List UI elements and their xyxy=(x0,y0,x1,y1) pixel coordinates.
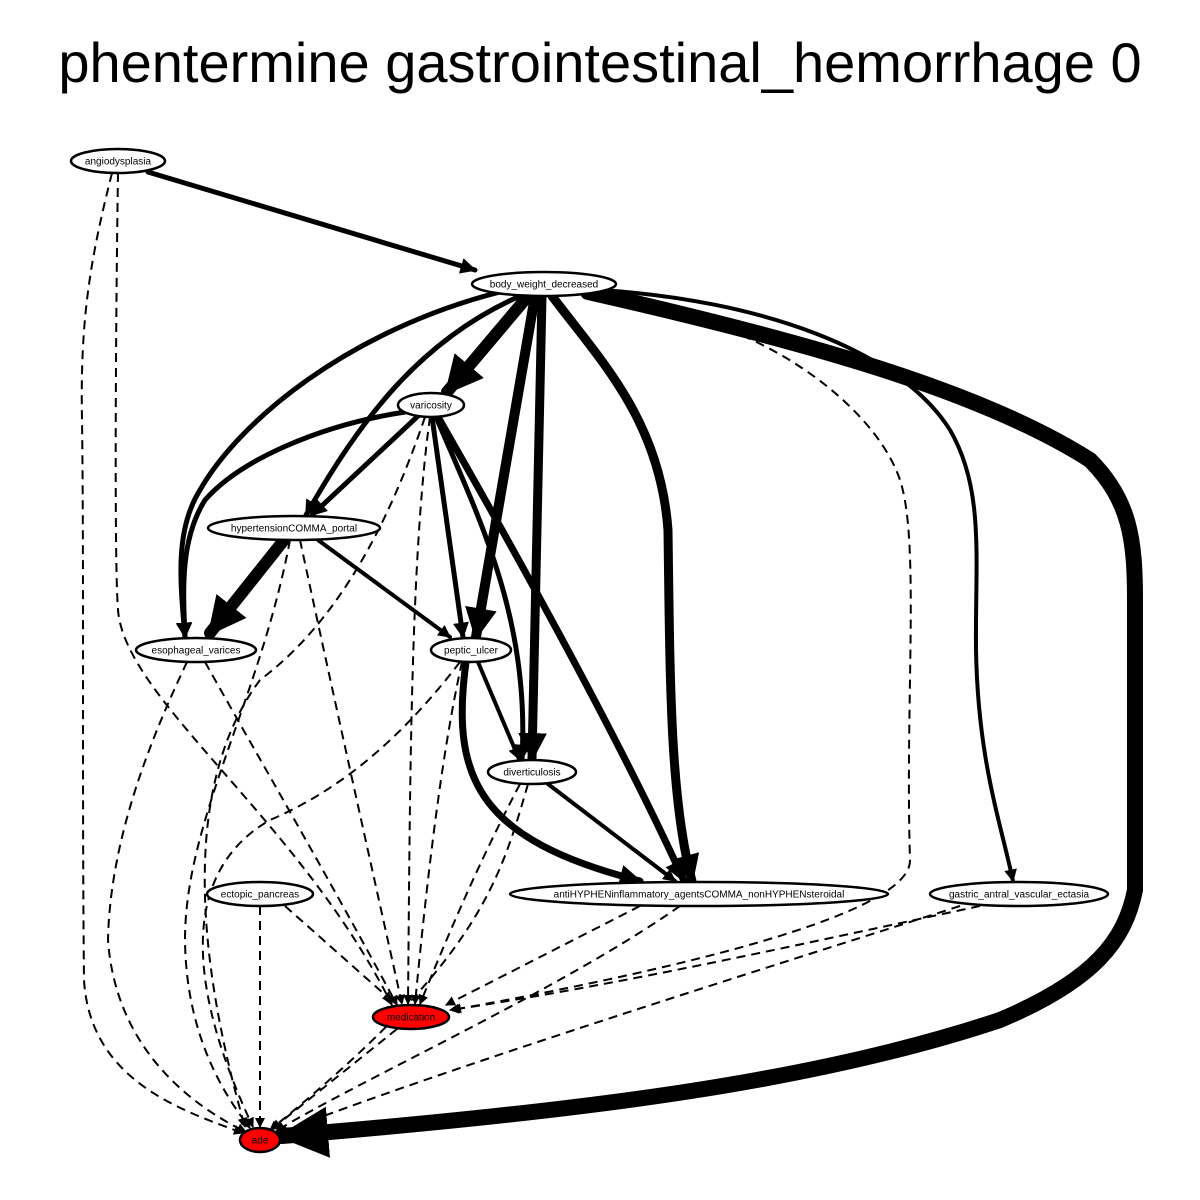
edge-diverticulosis-to-nsaid xyxy=(546,782,677,883)
node-esophageal-varices: esophageal_varices xyxy=(134,636,258,664)
edge-varicosity-to-nsaid xyxy=(434,413,688,885)
edge-varicosity-to-esophageal-varices xyxy=(176,409,408,640)
node-shape xyxy=(470,270,618,298)
node-shape xyxy=(429,636,513,664)
edge-angiodysplasia-to-ade xyxy=(80,172,244,1135)
edge-body-weight-decreased-to-peptic-ulcer xyxy=(465,291,540,642)
node-shape xyxy=(396,391,466,419)
edge-esophageal-varices-to-ade xyxy=(107,661,247,1133)
edge-body-weight-decreased-to-medication xyxy=(451,319,912,1014)
node-label: medication xyxy=(387,1013,435,1024)
edge-gave-to-medication xyxy=(449,905,981,1014)
edge-body-weight-decreased-to-varicosity xyxy=(441,290,534,398)
edge-nsaid-to-ade xyxy=(275,905,681,1132)
edge-esophageal-varices-to-medication xyxy=(204,661,398,1006)
edge-peptic-ulcer-to-ade xyxy=(201,661,461,1128)
edges-layer xyxy=(80,169,1143,1158)
node-nsaid: antiHYPHENinflammatory_agentsCOMMA_nonHY… xyxy=(508,880,890,908)
node-shape xyxy=(928,880,1110,908)
edge-medication-to-ade xyxy=(271,1028,398,1130)
node-shape xyxy=(371,1003,451,1031)
node-shape xyxy=(486,758,578,786)
edge-body-weight-decreased-to-hypertension-portal xyxy=(303,293,523,518)
edge-angiodysplasia-to-body-weight-decreased xyxy=(145,169,478,274)
edge-varicosity-to-diverticulosis xyxy=(433,414,531,762)
nodes-layer: angiodysplasia body_weight_decreasedvaric… xyxy=(69,147,1110,1154)
node-shape xyxy=(238,1126,282,1154)
graph-title: phentermine gastrointestinal_hemorrhage … xyxy=(58,31,1141,94)
node-angiodysplasia: angiodysplasia xyxy=(69,147,167,175)
node-label: ade xyxy=(252,1136,269,1147)
node-ade: ade xyxy=(238,1126,282,1154)
edge-hypertension-portal-to-medication xyxy=(299,539,405,1005)
node-shape xyxy=(134,636,258,664)
node-gave: gastric_antral_vascular_ectasia xyxy=(928,880,1110,908)
node-label: ectopic_pancreas xyxy=(221,890,299,901)
node-shape xyxy=(508,880,890,908)
node-label: gastric_antral_vascular_ectasia xyxy=(949,890,1090,901)
node-medication: medication xyxy=(371,1003,451,1031)
node-label: diverticulosis xyxy=(503,768,560,779)
edge-hypertension-portal-to-esophageal-varices xyxy=(204,534,290,639)
node-diverticulosis: diverticulosis xyxy=(486,758,578,786)
node-shape xyxy=(69,147,167,175)
edge-hypertension-portal-to-peptic-ulcer xyxy=(316,538,452,639)
edge-body-weight-decreased-to-gave xyxy=(598,288,1017,883)
node-label: angiodysplasia xyxy=(85,157,152,168)
node-label: esophageal_varices xyxy=(152,646,241,657)
edge-hypertension-portal-to-ade xyxy=(184,539,291,1129)
edge-body-weight-decreased-to-nsaid xyxy=(547,291,700,886)
edge-angiodysplasia-to-medication xyxy=(114,172,393,1006)
node-shape xyxy=(206,514,382,542)
node-label: antiHYPHENinflammatory_agentsCOMMA_nonHY… xyxy=(554,890,845,901)
edge-peptic-ulcer-to-diverticulosis xyxy=(476,660,521,761)
edge-peptic-ulcer-to-medication xyxy=(410,661,463,1005)
edge-diverticulosis-to-ade xyxy=(269,783,529,1131)
edge-gave-to-ade xyxy=(278,905,961,1135)
node-label: hypertensionCOMMA_portal xyxy=(231,524,357,535)
node-shape xyxy=(205,880,315,908)
node-body-weight-decreased: body_weight_decreased xyxy=(470,270,618,298)
node-peptic-ulcer: peptic_ulcer xyxy=(429,636,513,664)
edge-varicosity-to-medication xyxy=(403,416,431,1005)
edge-body-weight-decreased-to-diverticulosis xyxy=(518,291,547,764)
edge-ectopic-pancreas-to-medication xyxy=(284,905,393,1002)
node-label: varicosity xyxy=(410,401,452,412)
node-label: body_weight_decreased xyxy=(490,280,598,291)
edge-nsaid-to-medication xyxy=(445,905,641,1006)
node-ectopic-pancreas: ectopic_pancreas xyxy=(205,880,315,908)
edge-peptic-ulcer-to-nsaid xyxy=(458,658,644,887)
edge-varicosity-to-hypertension-portal xyxy=(309,413,421,518)
node-varicosity: varicosity xyxy=(396,391,466,419)
edge-body-weight-decreased-to-ade xyxy=(274,284,1143,1158)
node-label: peptic_ulcer xyxy=(444,646,499,657)
edge-body-weight-decreased-to-esophageal-varices xyxy=(175,289,503,640)
node-hypertension-portal: hypertensionCOMMA_portal xyxy=(206,514,382,542)
edge-varicosity-to-peptic-ulcer xyxy=(429,414,469,640)
